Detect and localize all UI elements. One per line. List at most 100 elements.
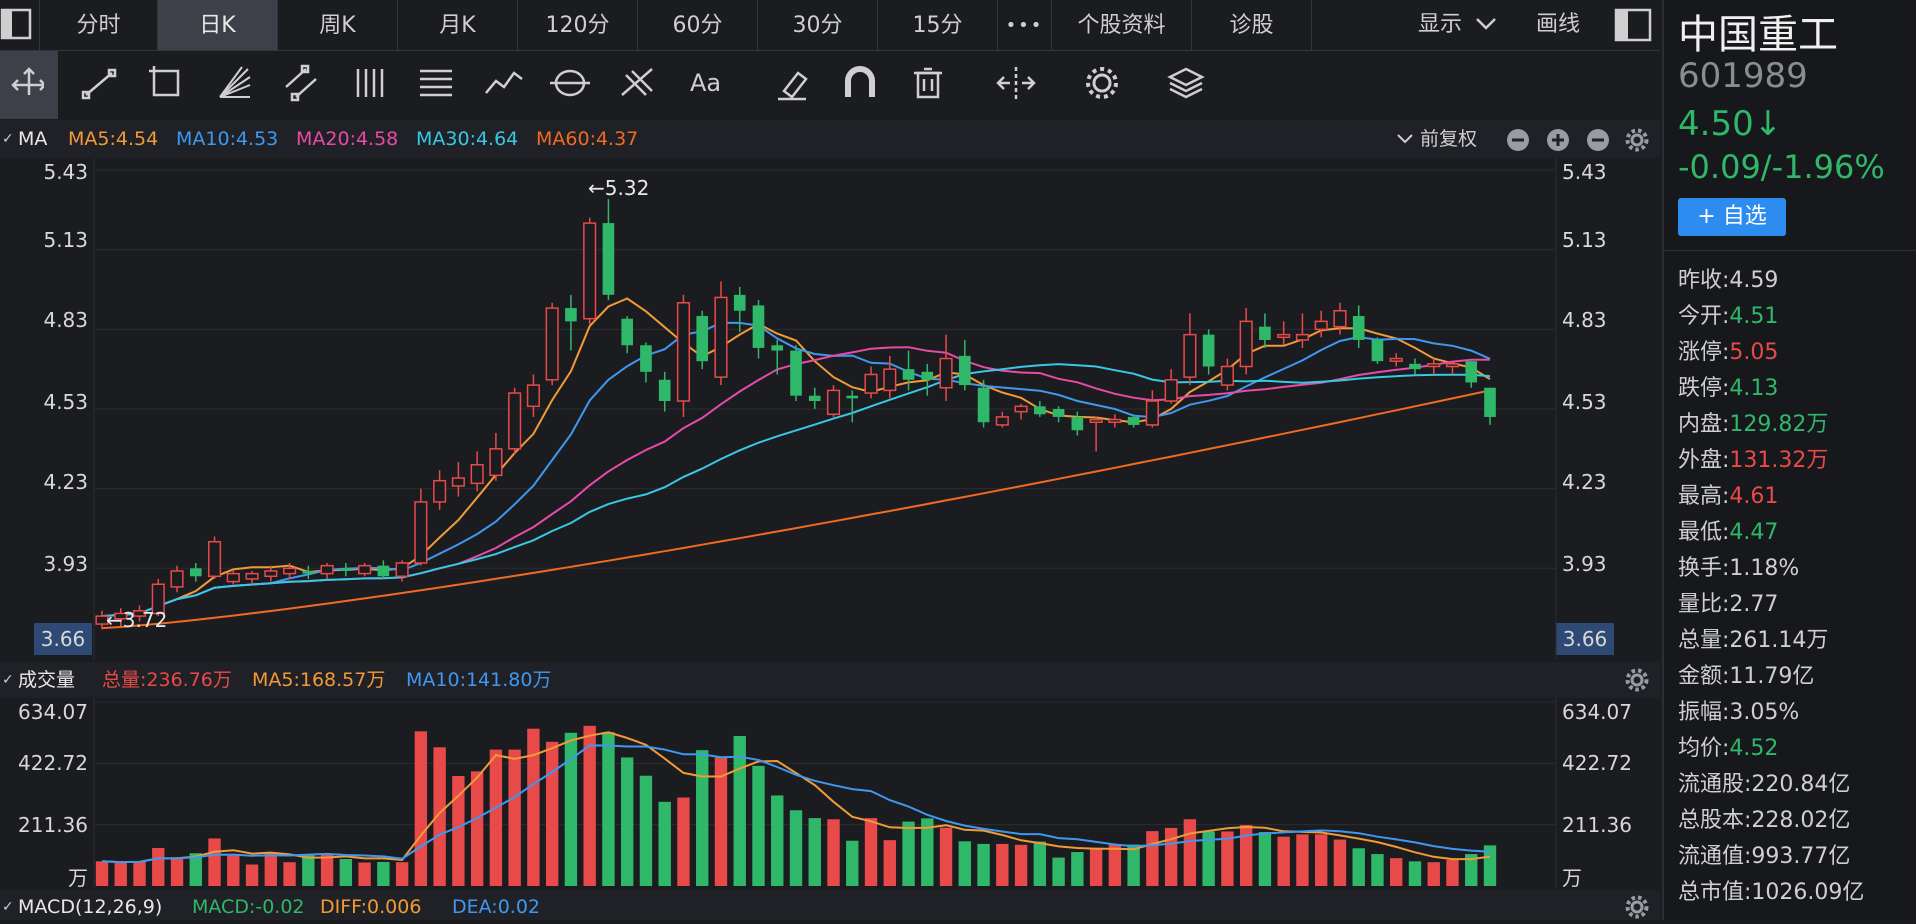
tab-timeshare[interactable]: 分时 [40,0,158,50]
ma60-value: MA60:4.37 [536,128,639,150]
macd-indicator-bar: ✓ MACD(12,26,9) MACD:-0.02 DIFF:0.006 DE… [0,890,1660,920]
volume-bar [470,771,484,886]
volume-bar [1127,844,1140,886]
gear-icon[interactable] [1624,894,1650,920]
eraser-icon[interactable] [770,61,814,105]
candle-body [433,479,447,503]
gann-lines-icon[interactable] [414,61,458,105]
stat-value: 3.05% [1729,700,1800,725]
stat-label: 最低: [1678,520,1730,545]
gear-icon[interactable] [1080,61,1124,105]
cycle-icon[interactable] [548,61,592,105]
display-label: 显示 [1418,12,1463,37]
split-icon[interactable] [994,61,1038,105]
candle-body [621,318,634,346]
collapse-chevron-icon[interactable]: ✓ [2,131,14,147]
volume-bar [883,840,896,886]
price-axis-left-3: 4.53 [43,390,88,414]
tab-120min[interactable]: 120分 [518,0,638,50]
candle-body [451,477,465,487]
sidebar-toggle-icon[interactable] [0,0,40,50]
adjust-dropdown[interactable]: 前复权 [1396,120,1477,158]
candle-body [790,350,802,396]
tab-weekly-k[interactable]: 周K [278,0,398,50]
candle-body [565,308,577,322]
candle-body [489,448,503,477]
rectangle-icon[interactable] [144,61,188,105]
volume-bar [208,838,221,886]
collapse-chevron-icon[interactable]: ✓ [2,899,14,915]
stat-value: 4.61 [1729,484,1779,509]
vertical-lines-icon[interactable] [348,61,392,105]
candle-body [95,615,109,625]
layers-icon[interactable] [1164,61,1208,105]
trash-icon[interactable] [906,61,950,105]
price-axis-right-min: 3.66 [1556,623,1614,655]
candle-body [395,562,409,578]
stat-value: 2.77 [1729,592,1779,617]
zoom-in-icon[interactable] [1546,128,1570,152]
candle-body [1202,334,1215,367]
stock-quote-panel: 中国重工 601989 4.50↓ -0.09/-1.96% + 自选 昨收:4… [1662,0,1916,920]
candle-body [676,302,691,402]
tab-diagnosis[interactable]: 诊股 [1192,0,1312,50]
candle-body [733,294,746,311]
tab-60min[interactable]: 60分 [638,0,758,50]
volume-bar [302,854,315,886]
collapse-chevron-icon[interactable]: ✓ [2,672,14,688]
tab-daily-k[interactable]: 日K [158,0,278,50]
volume-bar [1408,861,1422,886]
display-menu[interactable]: 显示 [1418,0,1497,50]
candle-body [977,387,990,423]
fan-lines-icon[interactable] [212,61,256,105]
zoom-out-icon[interactable] [1506,128,1530,152]
stat-row: 昨收:4.59 [1678,262,1778,294]
draw-line-button[interactable]: 画线 [1536,12,1581,37]
remove-indicator-icon[interactable] [1586,128,1610,152]
stat-label: 总市值: [1678,880,1752,905]
candle-body [1108,418,1122,424]
tab-30min[interactable]: 30分 [758,0,878,50]
gear-icon[interactable] [1624,127,1650,153]
candle-body [714,296,728,378]
volume-axis-left-unit: 万 [68,866,88,890]
magnet-icon[interactable] [838,61,882,105]
volume-bar [395,862,409,886]
volume-bar [414,731,428,886]
add-watchlist-button[interactable]: + 自选 [1678,198,1786,236]
more-tabs-button[interactable]: ••• [998,0,1052,50]
volume-bar [1052,857,1065,886]
volume-bar [508,749,521,886]
volume-axis-right-2: 211.36 [1562,813,1632,837]
volume-bar [658,801,671,886]
ma30-line [101,363,1491,618]
volume-bar [921,818,934,886]
tab-15min[interactable]: 15分 [878,0,998,50]
line-segment-icon[interactable] [78,61,122,105]
stat-value: 1.18% [1729,556,1800,581]
text-tool-icon[interactable]: Aa [684,61,728,105]
stat-row: 换手:1.18% [1678,550,1799,582]
parallel-channel-icon[interactable] [280,61,324,105]
volume-bar [789,810,803,886]
move-cursor-icon[interactable] [0,51,58,119]
candle-body [1465,361,1478,383]
tab-monthly-k[interactable]: 月K [398,0,518,50]
volume-bar [527,728,540,886]
volume-bar [752,765,765,886]
ma-indicator-bar: ✓ MA MA5:4.54 MA10:4.53 MA20:4.58 MA30:4… [0,120,1660,158]
candle-body [1071,416,1084,431]
stat-label: 总量: [1678,628,1730,653]
volume-bar [1071,852,1084,886]
volume-bar [339,859,353,886]
price-axis-right-4: 4.23 [1562,470,1607,494]
stat-value: 261.14万 [1729,628,1829,653]
gear-icon[interactable] [1624,667,1650,693]
panel-toggle-icon[interactable] [1614,8,1654,46]
wave-line-icon[interactable] [482,61,526,105]
stat-label: 流通股: [1678,772,1752,797]
tab-stock-info[interactable]: 个股资料 [1052,0,1192,50]
volume-bars-plot[interactable] [0,698,1560,888]
candlestick-plot[interactable] [0,158,1560,660]
fibonacci-icon[interactable] [616,61,660,105]
